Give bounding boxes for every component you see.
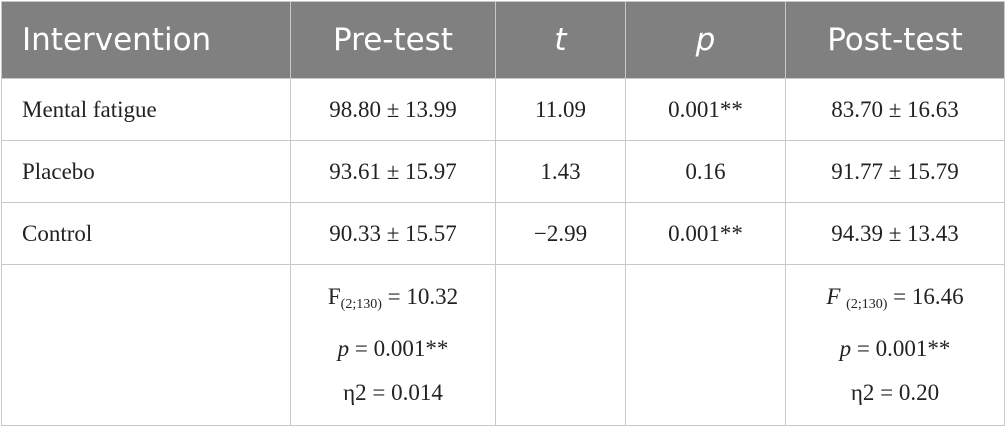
cell: 93.61 ± 15.97 (290, 140, 496, 203)
cell: 90.33 ± 15.57 (290, 202, 496, 265)
header-cell: Post-test (785, 1, 1005, 79)
eta-line: η2 = 0.20 (850, 380, 940, 405)
f-line: F(2;130) = 10.32 (291, 275, 495, 327)
cell: 0.001** (625, 78, 786, 141)
eta-line: η2 = 0.014 (343, 380, 443, 405)
summary-cell: F(2;130) = 10.32 p = 0.001** η2 = 0.014 (290, 264, 496, 426)
header-row: Intervention Pre-test t p Post-test (1, 1, 1005, 79)
cell (495, 264, 626, 426)
cell: 1.43 (495, 140, 626, 203)
header-cell: Pre-test (290, 1, 496, 79)
p-line: p = 0.001** (786, 327, 1004, 371)
header-cell: t (495, 1, 626, 79)
cell: 0.001** (625, 202, 786, 265)
row: Control 90.33 ± 15.57 −2.99 0.001** 94.3… (1, 202, 1005, 265)
summary-cell: F (2;130) = 16.46 p = 0.001** η2 = 0.20 (785, 264, 1005, 426)
f-line: F (2;130) = 16.46 (786, 275, 1004, 327)
results-table: Intervention Pre-test t p Post-test Ment… (1, 1, 1005, 426)
cell (625, 264, 786, 426)
f-symbol: F (327, 284, 341, 309)
f-value: = 16.46 (887, 284, 964, 309)
cell: Control (1, 202, 291, 265)
cell: 11.09 (495, 78, 626, 141)
f-symbol: F (826, 284, 847, 309)
header-cell: p (625, 1, 786, 79)
summary-row: F(2;130) = 10.32 p = 0.001** η2 = 0.014 … (1, 264, 1005, 426)
cell: Placebo (1, 140, 291, 203)
cell: 0.16 (625, 140, 786, 203)
cell: 94.39 ± 13.43 (785, 202, 1005, 265)
cell: 98.80 ± 13.99 (290, 78, 496, 141)
row: Mental fatigue 98.80 ± 13.99 11.09 0.001… (1, 78, 1005, 141)
p-symbol: p (337, 336, 350, 361)
p-line: p = 0.001** (291, 327, 495, 371)
cell: 83.70 ± 16.63 (785, 78, 1005, 141)
p-value: = 0.001** (851, 336, 951, 361)
f-df: (2;130) (846, 297, 888, 312)
cell (1, 264, 291, 426)
cell: 91.77 ± 15.79 (785, 140, 1005, 203)
cell: −2.99 (495, 202, 626, 265)
p-value: = 0.001** (349, 336, 449, 361)
row: Placebo 93.61 ± 15.97 1.43 0.16 91.77 ± … (1, 140, 1005, 203)
f-df: (2;130) (340, 297, 382, 312)
f-value: = 10.32 (381, 284, 459, 309)
p-symbol: p (839, 336, 852, 361)
header-cell: Intervention (1, 1, 291, 79)
cell: Mental fatigue (1, 78, 291, 141)
